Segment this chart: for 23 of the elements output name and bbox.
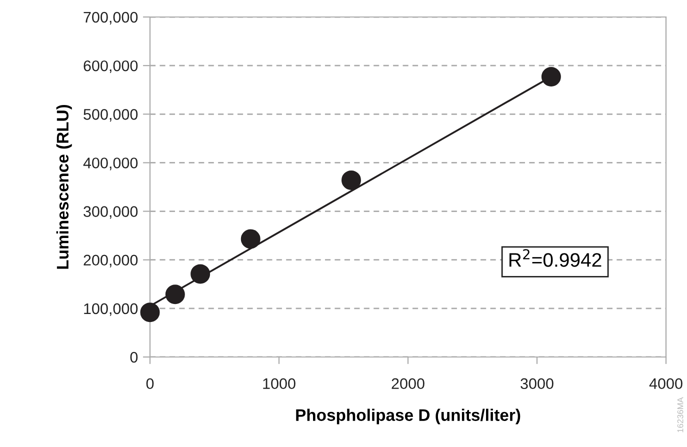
text: 16236MA: [677, 397, 684, 432]
y-axis-title: Luminescence (RLU): [56, 104, 72, 269]
y-tick-label: 100,000: [84, 303, 138, 316]
y-tick-label: 400,000: [83, 158, 138, 170]
point: [165, 284, 185, 304]
x-tick-label: 3000: [520, 378, 554, 390]
y-tick-label: 500,000: [84, 109, 138, 122]
y-tick-label: 700,000: [84, 12, 138, 24]
point: [541, 66, 561, 86]
x-tick-label: 1000: [263, 378, 296, 390]
x-tick-label: 4000: [649, 378, 682, 390]
point: [140, 302, 160, 322]
point: [341, 170, 361, 190]
x-axis-title: Phospholipase D (units/liter): [296, 408, 520, 424]
y-tick-label: 0: [130, 352, 138, 363]
point: [190, 264, 210, 284]
y-tick-label: 200,000: [84, 254, 138, 268]
y-tick-label: 300,000: [84, 206, 138, 219]
x-tick-label: 0: [146, 378, 154, 390]
annotation: R$^{2}$=0.9942: [510, 249, 602, 267]
x-tick-label: 2000: [392, 378, 424, 390]
point: [240, 229, 260, 249]
y-tick-label: 600,000: [84, 60, 138, 74]
